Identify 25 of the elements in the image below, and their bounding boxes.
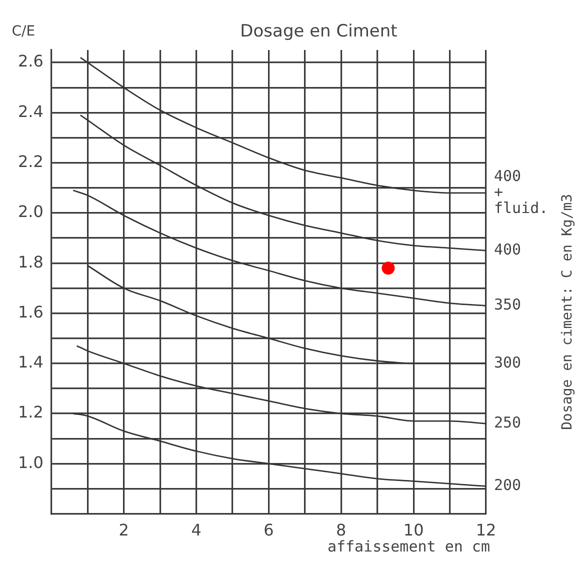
x-tick-label: 10 — [403, 520, 424, 540]
y-tick-label: 2.4 — [18, 102, 44, 121]
x-tick-label: 12 — [476, 520, 496, 540]
y2-axis-title: Dosage en ciment: C en Kg/m3 — [560, 194, 575, 430]
series-label: 400 — [494, 240, 522, 258]
series-label: 250 — [494, 413, 522, 432]
series-label: 400 + fluid. — [494, 166, 548, 217]
y-tick-label: 1.2 — [18, 402, 44, 422]
x-tick-label: 4 — [191, 520, 202, 540]
x-axis-title: affaissement en cm — [327, 538, 490, 556]
y-tick-label: 1.4 — [18, 352, 44, 372]
x-tick-label: 6 — [264, 520, 274, 540]
y-tick-label: 1.6 — [18, 302, 44, 322]
chart-title: Dosage en Ciment — [240, 21, 398, 42]
series-label: 200 — [494, 476, 522, 494]
x-tick-label: 8 — [336, 520, 346, 540]
y-tick-label: 1.0 — [18, 452, 44, 472]
x-tick-label: 2 — [118, 520, 129, 540]
series-label: 350 — [494, 296, 522, 314]
y-tick-label: 1.8 — [18, 252, 44, 272]
y-tick-label: 2.2 — [18, 152, 44, 171]
y-axis-title: C/E — [12, 24, 36, 40]
series-label: 300 — [494, 353, 522, 372]
y-tick-label: 2.0 — [18, 202, 44, 222]
y-tick-label: 2.6 — [18, 52, 44, 71]
